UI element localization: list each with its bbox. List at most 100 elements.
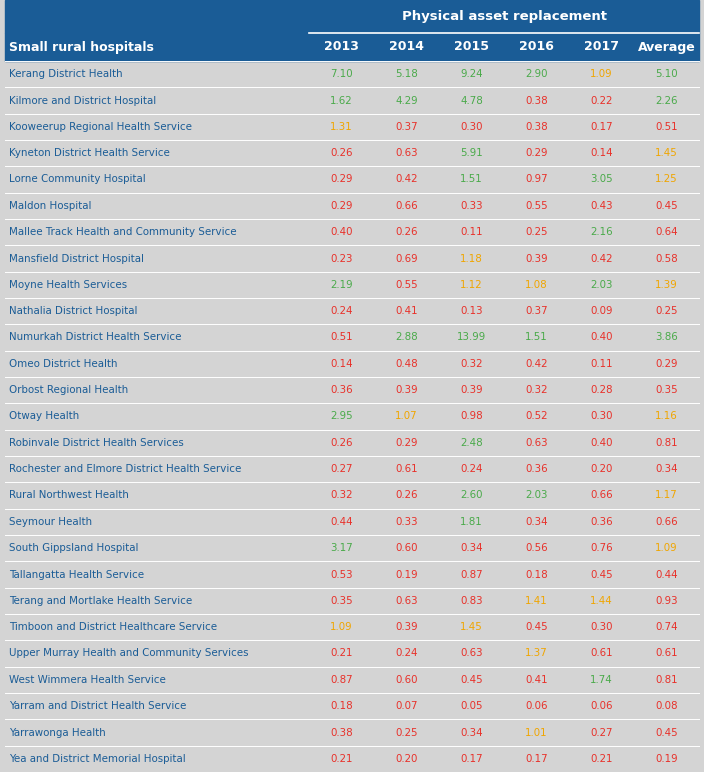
Text: 0.06: 0.06 bbox=[525, 701, 548, 711]
Text: 0.08: 0.08 bbox=[655, 701, 678, 711]
Text: 2.16: 2.16 bbox=[590, 227, 612, 237]
Text: 0.21: 0.21 bbox=[590, 753, 612, 764]
Text: 0.30: 0.30 bbox=[460, 122, 483, 132]
Text: 0.14: 0.14 bbox=[330, 359, 353, 369]
Text: 0.26: 0.26 bbox=[395, 227, 417, 237]
Text: 0.35: 0.35 bbox=[330, 596, 353, 606]
Text: 0.63: 0.63 bbox=[395, 596, 417, 606]
Bar bbox=[5, 430, 699, 456]
Text: 0.40: 0.40 bbox=[590, 438, 612, 448]
Text: 0.44: 0.44 bbox=[655, 570, 678, 580]
Text: 2014: 2014 bbox=[389, 40, 424, 53]
Text: 0.32: 0.32 bbox=[460, 359, 483, 369]
Text: 0.98: 0.98 bbox=[460, 411, 483, 422]
Text: 0.36: 0.36 bbox=[330, 385, 353, 395]
Text: 0.13: 0.13 bbox=[460, 306, 483, 317]
Text: 1.12: 1.12 bbox=[460, 279, 483, 290]
Text: 0.26: 0.26 bbox=[395, 490, 417, 500]
Text: 1.01: 1.01 bbox=[525, 727, 548, 737]
Text: 0.48: 0.48 bbox=[395, 359, 417, 369]
Text: 4.78: 4.78 bbox=[460, 96, 483, 106]
Text: 0.56: 0.56 bbox=[525, 543, 548, 554]
Text: 1.62: 1.62 bbox=[330, 96, 353, 106]
Text: 0.55: 0.55 bbox=[395, 279, 417, 290]
Text: 0.30: 0.30 bbox=[590, 411, 612, 422]
Text: 0.44: 0.44 bbox=[330, 516, 353, 527]
Text: 2.95: 2.95 bbox=[330, 411, 353, 422]
Text: Otway Health: Otway Health bbox=[9, 411, 80, 422]
Text: 0.40: 0.40 bbox=[590, 333, 612, 343]
Bar bbox=[5, 482, 699, 509]
Text: 0.21: 0.21 bbox=[330, 753, 353, 764]
Text: 0.45: 0.45 bbox=[460, 675, 483, 685]
Text: 0.20: 0.20 bbox=[396, 753, 417, 764]
Text: 0.17: 0.17 bbox=[525, 753, 548, 764]
Text: 5.91: 5.91 bbox=[460, 148, 483, 158]
Text: 0.26: 0.26 bbox=[330, 438, 353, 448]
Text: South Gippsland Hospital: South Gippsland Hospital bbox=[9, 543, 139, 554]
Text: 1.51: 1.51 bbox=[525, 333, 548, 343]
Bar bbox=[5, 61, 699, 87]
Text: 0.37: 0.37 bbox=[525, 306, 548, 317]
Bar bbox=[5, 0, 699, 33]
Text: 2.88: 2.88 bbox=[395, 333, 417, 343]
Text: 0.24: 0.24 bbox=[395, 648, 417, 659]
Text: 5.10: 5.10 bbox=[655, 69, 678, 80]
Text: 0.63: 0.63 bbox=[525, 438, 548, 448]
Bar bbox=[5, 298, 699, 324]
Text: 1.17: 1.17 bbox=[655, 490, 678, 500]
Bar bbox=[5, 219, 699, 245]
Text: 0.25: 0.25 bbox=[525, 227, 548, 237]
Text: Robinvale District Health Services: Robinvale District Health Services bbox=[9, 438, 184, 448]
Text: 0.25: 0.25 bbox=[395, 727, 417, 737]
Text: 0.34: 0.34 bbox=[460, 727, 483, 737]
Text: 0.60: 0.60 bbox=[395, 675, 417, 685]
Text: Numurkah District Health Service: Numurkah District Health Service bbox=[9, 333, 182, 343]
Text: 0.07: 0.07 bbox=[395, 701, 417, 711]
Bar bbox=[5, 87, 699, 113]
Text: 0.29: 0.29 bbox=[395, 438, 417, 448]
Text: 2017: 2017 bbox=[584, 40, 619, 53]
Bar bbox=[5, 350, 699, 377]
Text: Upper Murray Health and Community Services: Upper Murray Health and Community Servic… bbox=[9, 648, 249, 659]
Text: 0.18: 0.18 bbox=[330, 701, 353, 711]
Text: 0.17: 0.17 bbox=[590, 122, 612, 132]
Text: 1.18: 1.18 bbox=[460, 253, 483, 263]
Text: Rochester and Elmore District Health Service: Rochester and Elmore District Health Ser… bbox=[9, 464, 241, 474]
Text: 1.45: 1.45 bbox=[460, 622, 483, 632]
Bar bbox=[5, 166, 699, 193]
Text: 0.17: 0.17 bbox=[460, 753, 483, 764]
Text: 0.29: 0.29 bbox=[655, 359, 678, 369]
Text: 3.86: 3.86 bbox=[655, 333, 678, 343]
Text: 2.48: 2.48 bbox=[460, 438, 483, 448]
Bar bbox=[5, 640, 699, 667]
Text: 0.40: 0.40 bbox=[330, 227, 353, 237]
Text: 0.64: 0.64 bbox=[655, 227, 678, 237]
Text: Maldon Hospital: Maldon Hospital bbox=[9, 201, 92, 211]
Text: 1.07: 1.07 bbox=[395, 411, 417, 422]
Text: 1.08: 1.08 bbox=[525, 279, 548, 290]
Text: 0.58: 0.58 bbox=[655, 253, 678, 263]
Text: 0.61: 0.61 bbox=[395, 464, 417, 474]
Text: 0.37: 0.37 bbox=[395, 122, 417, 132]
Text: 0.35: 0.35 bbox=[655, 385, 678, 395]
Text: 0.33: 0.33 bbox=[395, 516, 417, 527]
Text: 1.74: 1.74 bbox=[590, 675, 613, 685]
Text: Yarrawonga Health: Yarrawonga Health bbox=[9, 727, 106, 737]
Text: 0.42: 0.42 bbox=[590, 253, 612, 263]
Text: 0.61: 0.61 bbox=[655, 648, 678, 659]
Text: 0.76: 0.76 bbox=[590, 543, 612, 554]
Text: 0.69: 0.69 bbox=[395, 253, 417, 263]
Text: 0.39: 0.39 bbox=[460, 385, 483, 395]
Text: 2.03: 2.03 bbox=[590, 279, 612, 290]
Text: Kyneton District Health Service: Kyneton District Health Service bbox=[9, 148, 170, 158]
Text: 0.93: 0.93 bbox=[655, 596, 678, 606]
Text: 0.38: 0.38 bbox=[525, 122, 548, 132]
Text: 1.51: 1.51 bbox=[460, 174, 483, 185]
Text: Rural Northwest Health: Rural Northwest Health bbox=[9, 490, 129, 500]
Text: 0.06: 0.06 bbox=[590, 701, 612, 711]
Bar bbox=[5, 667, 699, 693]
Text: 0.45: 0.45 bbox=[590, 570, 612, 580]
Text: 0.38: 0.38 bbox=[525, 96, 548, 106]
Text: 0.60: 0.60 bbox=[395, 543, 417, 554]
